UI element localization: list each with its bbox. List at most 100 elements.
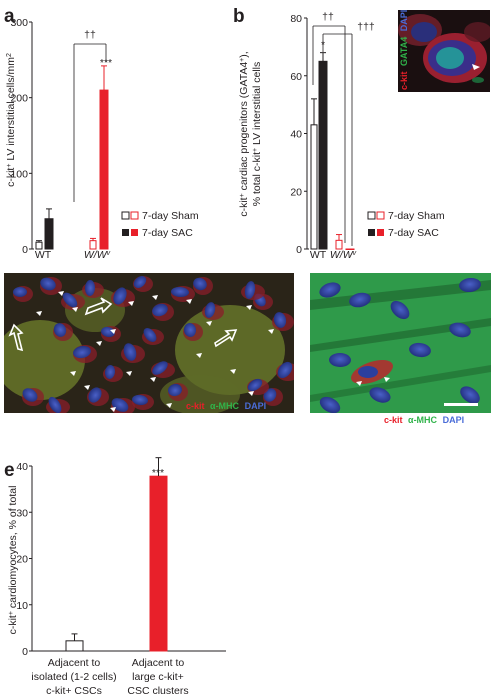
nucleus (449, 322, 471, 338)
nucleus (48, 396, 62, 413)
a-ytick-label: 100 (10, 168, 28, 180)
nucleus (273, 312, 287, 328)
svg-text:c-kit GATA4 DAPI: c-kit GATA4 DAPI (399, 10, 409, 90)
b-ytick-label: 60 (290, 71, 302, 83)
nucleus (183, 323, 197, 337)
nucleus (84, 280, 96, 296)
nucleus (409, 342, 431, 358)
micrograph-d: c-kit α-MHC DAPI (310, 273, 491, 425)
chart-b-ylabel-line2: % total c-kit+ LV interstitial cells (251, 62, 263, 207)
nucleus (390, 300, 410, 320)
nucleus (88, 387, 102, 403)
bar-b-0-0 (310, 124, 318, 250)
nucleus (143, 328, 157, 342)
arrowhead-marker (196, 353, 202, 358)
e-ytick-label: 30 (16, 507, 28, 519)
chart-a-sig-bar: *** (100, 57, 112, 69)
bar-a-WW-1 (99, 89, 109, 250)
chart-b-legend: 7-day Sham 7-day SAC (367, 210, 445, 239)
b-ytick-label: 0 (296, 244, 302, 256)
a-ytick-label: 0 (22, 244, 28, 256)
arrowhead-marker (84, 385, 90, 390)
a-category-wt: WT (35, 249, 52, 261)
c-label-amhc: α-MHC (210, 401, 240, 411)
chart-a: c-kit+ LV interstitial cells/mm2 0 100 200… (5, 17, 199, 261)
arrowhead-marker (72, 307, 78, 312)
c-label-dapi: DAPI (245, 401, 267, 411)
chart-b-ylabel-line1: c-kit+ cardiac progenitors (GATA4+), (238, 51, 250, 216)
arrowhead-marker (126, 371, 132, 376)
nucleus (53, 323, 67, 337)
chart-b-sig-top2: ††† (357, 21, 375, 33)
e-category-0-line-1: isolated (1-2 cells) (31, 671, 116, 683)
b-ytick-label: 80 (290, 13, 302, 25)
inset-label-ckit: c-kit (399, 71, 409, 90)
panel-label-a: a (4, 6, 15, 27)
chart-a-sig-top: †† (84, 29, 96, 41)
arrowhead-marker (186, 299, 192, 304)
nucleus (13, 287, 27, 297)
nucleus (204, 302, 216, 318)
legend-b-sac: 7-day SAC (388, 227, 439, 239)
nucleus (152, 361, 168, 375)
nucleus (132, 394, 148, 406)
arrowhead-marker (248, 391, 254, 396)
nucleus (319, 282, 341, 298)
arrowhead-marker (36, 311, 42, 316)
nucleus (104, 365, 116, 379)
chart-e-ylabel: c-kit+ cardiomyocytes, % of total (7, 486, 19, 635)
arrowhead-marker (230, 369, 236, 374)
inset-label-gata4: GATA4 (399, 37, 409, 66)
chart-b: c-kit+ cardiac progenitors (GATA4+), % t… (238, 11, 445, 261)
nucleus (73, 345, 91, 359)
bar-e-0 (65, 640, 84, 652)
chart-b-sig-top1: †† (322, 11, 334, 23)
e-category-0-line-0: Adjacent to (48, 657, 101, 669)
inset-label-dapi: DAPI (399, 10, 409, 32)
legend-a-sham: 7-day Sham (142, 210, 199, 222)
d-label-amhc: α-MHC (408, 415, 438, 425)
chart-e-sig-bar: *** (152, 467, 164, 479)
nucleus (133, 276, 147, 288)
a-ytick-label: 200 (10, 93, 28, 105)
arrowhead-marker (110, 407, 116, 412)
e-ytick-label: 40 (16, 461, 28, 473)
nucleus (460, 386, 480, 404)
chart-e: c-kit+ cardiomyocytes, % of total 0 10 20 3… (7, 457, 226, 697)
d-label-dapi: DAPI (443, 415, 465, 425)
bar-e-1 (149, 475, 168, 652)
nucleus (171, 286, 189, 298)
c-label-ckit: c-kit (186, 401, 205, 411)
arrowhead-marker (206, 321, 212, 326)
arrowhead-marker (268, 329, 274, 334)
e-category-0-line-2: c-kit+ CSCs (46, 685, 102, 697)
svg-text:c-kit α-MHC DAPI: c-kit α-MHC DAPI (384, 415, 464, 425)
nucleus (152, 303, 168, 317)
e-category-1-line-2: CSC clusters (127, 685, 188, 697)
arrowhead-marker (246, 305, 252, 310)
svg-text:c-kit α-MHC DAPI: c-kit α-MHC DAPI (186, 401, 266, 411)
arrowhead-marker (70, 371, 76, 376)
nucleus (277, 361, 293, 379)
chart-a-ylabel: c-kit+ LV interstitial cells/mm2 (5, 53, 17, 187)
arrowhead-marker (152, 295, 158, 300)
nucleus (40, 277, 56, 291)
arrowhead-marker (166, 403, 172, 408)
e-category-1-line-0: Adjacent to (132, 657, 185, 669)
nucleus (123, 343, 137, 361)
bar-b-1-0 (335, 239, 343, 250)
nucleus (247, 378, 263, 392)
e-ytick-label: 0 (22, 646, 28, 658)
a-category-ww: W/Wv (84, 249, 111, 261)
b-ytick-label: 40 (290, 129, 302, 141)
b-ytick-label: 20 (290, 186, 302, 198)
nucleus (244, 281, 256, 299)
bar-b-0-1 (318, 60, 328, 250)
arrowhead-marker (128, 301, 134, 306)
e-ytick-label: 20 (16, 554, 28, 566)
arrowhead-marker (96, 341, 102, 346)
bar-a-WT-0 (35, 241, 43, 250)
nucleus (349, 292, 371, 308)
d-label-ckit: c-kit (384, 415, 403, 425)
